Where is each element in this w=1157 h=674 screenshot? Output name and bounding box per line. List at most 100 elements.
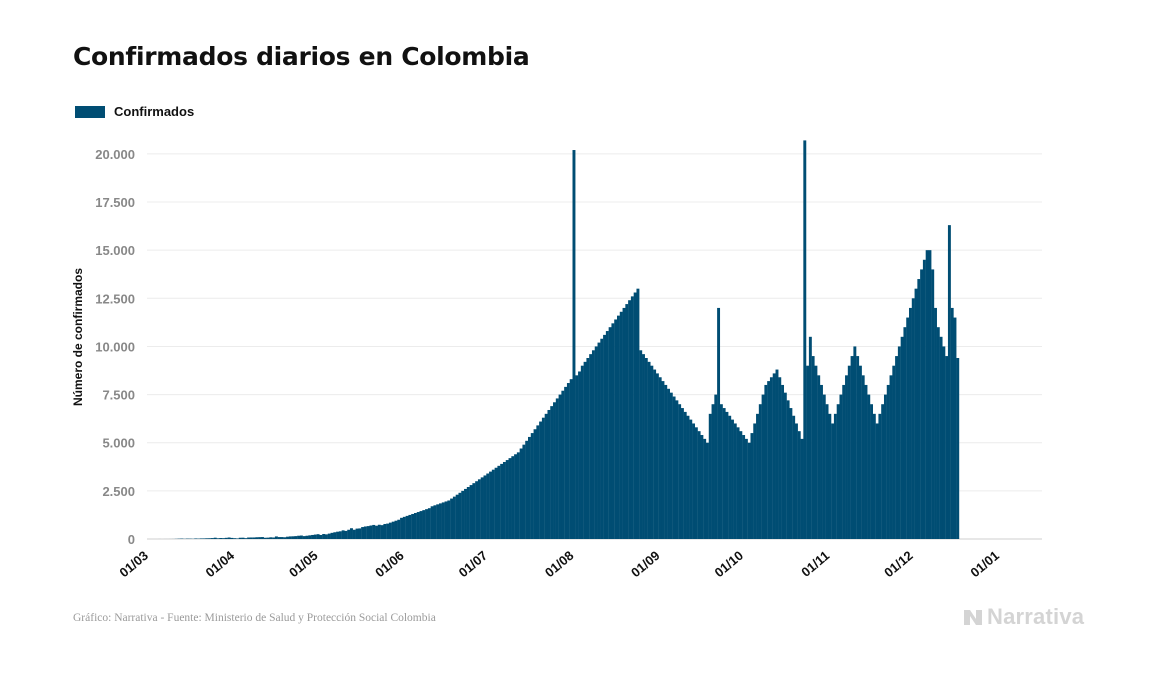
bar	[914, 288, 918, 539]
bar	[886, 384, 890, 539]
legend-label: Confirmados	[114, 104, 195, 119]
bar	[541, 417, 545, 539]
bar	[719, 404, 723, 539]
bar	[533, 429, 537, 539]
bar	[505, 460, 509, 539]
bar	[291, 536, 295, 539]
bar	[469, 485, 473, 539]
bar	[572, 150, 576, 539]
bar	[194, 538, 198, 539]
bar	[683, 411, 687, 539]
bar	[856, 356, 860, 539]
bar	[636, 288, 640, 539]
bar	[569, 379, 573, 539]
bar	[408, 514, 412, 539]
bar	[311, 534, 315, 539]
bar	[363, 526, 367, 539]
bar	[700, 435, 704, 539]
x-tick-label: 01/10	[711, 548, 746, 580]
bar	[555, 398, 559, 539]
bar	[639, 350, 643, 539]
bar	[316, 534, 320, 539]
bar	[286, 536, 289, 539]
bar	[391, 521, 395, 539]
narrativa-logo-icon	[964, 610, 982, 625]
bar	[831, 423, 835, 539]
bar	[625, 304, 629, 539]
x-tick-label: 01/07	[456, 548, 491, 580]
bar	[216, 538, 220, 539]
bar	[369, 525, 373, 539]
bar	[744, 438, 748, 539]
bar	[772, 373, 776, 539]
bar	[544, 413, 548, 539]
bar	[711, 404, 715, 539]
bar	[222, 538, 226, 539]
bar	[450, 498, 454, 539]
bar	[235, 538, 239, 539]
bar	[297, 535, 301, 539]
bar	[400, 517, 404, 539]
bar	[878, 413, 882, 539]
bar	[828, 413, 832, 539]
bar	[708, 413, 712, 539]
bar	[202, 538, 206, 539]
bar	[858, 365, 862, 539]
bar	[299, 535, 303, 539]
x-tick-label: 01/01	[967, 548, 1002, 580]
y-tick-label: 5.000	[102, 436, 135, 451]
bar	[597, 342, 601, 539]
bar	[814, 365, 818, 539]
bar	[764, 384, 768, 539]
bar	[611, 323, 615, 539]
bar	[664, 384, 668, 539]
bar	[853, 346, 857, 539]
bar	[800, 438, 804, 539]
bar	[502, 461, 506, 539]
y-axis-label: Número de confirmados	[71, 268, 85, 406]
bar	[817, 375, 821, 539]
bar	[875, 423, 879, 539]
bar	[697, 431, 701, 539]
bar	[522, 444, 526, 539]
bar	[294, 536, 298, 539]
bar	[322, 533, 326, 539]
bar	[338, 531, 342, 539]
bar	[419, 511, 423, 539]
bar	[547, 409, 551, 539]
bar	[608, 327, 612, 539]
bar	[934, 307, 937, 539]
bar	[255, 537, 259, 539]
bar	[447, 500, 451, 539]
bar	[347, 529, 351, 539]
bar	[361, 527, 365, 539]
bar	[909, 307, 912, 539]
bar	[464, 488, 467, 539]
bar	[491, 469, 495, 539]
bar	[820, 384, 823, 539]
bar	[383, 523, 387, 539]
bar	[931, 269, 935, 539]
bar	[219, 538, 223, 539]
x-tick-label: 01/03	[116, 548, 151, 580]
bar	[397, 519, 401, 539]
bar	[586, 358, 590, 539]
bar	[861, 375, 865, 539]
bar	[850, 356, 854, 539]
y-tick-label: 12.500	[95, 291, 135, 306]
bar	[566, 383, 570, 539]
bar	[622, 307, 626, 539]
bar	[680, 408, 684, 539]
bar	[617, 315, 620, 539]
x-tick-label: 01/06	[372, 548, 407, 580]
bar	[714, 394, 718, 539]
bar	[377, 524, 381, 539]
bar	[822, 394, 826, 539]
bar	[313, 534, 317, 539]
bar	[274, 536, 278, 539]
bar	[288, 536, 292, 539]
bar	[439, 503, 442, 539]
bar	[936, 327, 940, 539]
bar	[230, 537, 234, 539]
bar	[939, 336, 943, 539]
